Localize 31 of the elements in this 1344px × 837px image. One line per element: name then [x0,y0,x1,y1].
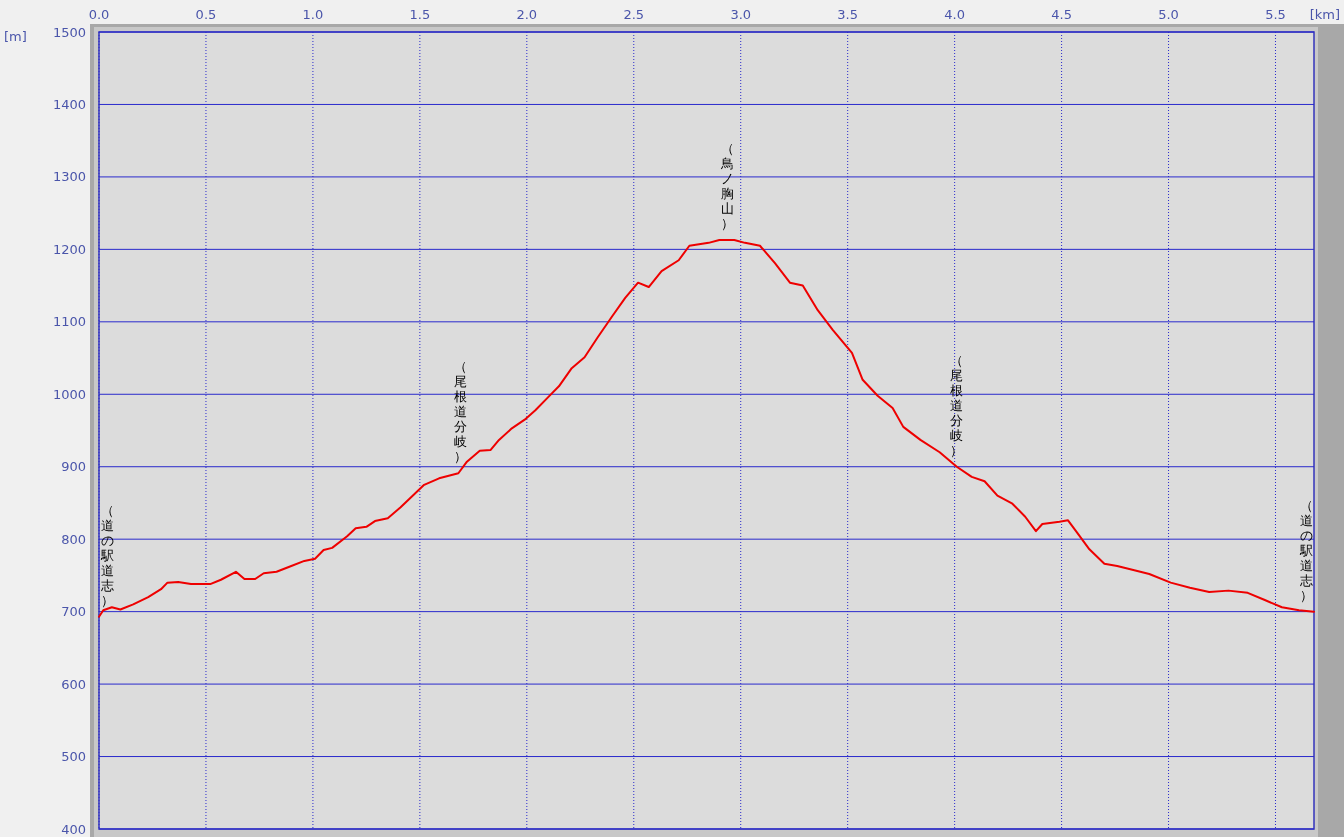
y-tick-label: 800 [61,531,86,547]
y-tick-label: 1300 [52,169,86,185]
x-tick-label: 1.0 [302,7,324,22]
x-tick-label: 5.5 [1265,7,1286,22]
x-tick-label: 3.5 [837,7,859,22]
y-tick-label: 1100 [52,314,86,330]
annotation: （尾根道分岐） [950,352,964,458]
x-axis-title: [km] [1309,7,1340,22]
x-tick-label: 1.5 [409,7,431,22]
y-tick-label: 1200 [52,241,86,257]
y-tick-label: 1000 [52,386,86,402]
y-tick-label: 700 [61,604,86,620]
line-series [98,238,1315,618]
annotation: （道の駅道志） [1298,497,1313,603]
x-tick-label: 4.0 [944,7,965,22]
x-tick-label: 0.0 [88,7,110,22]
x-tick-label: 2.5 [623,7,645,22]
y-tick-label: 1400 [52,97,86,112]
x-tick-label: 3.0 [730,7,752,22]
y-axis-title: [m] [4,29,27,44]
y-tick-label: 900 [61,459,86,475]
y-tick-label: 500 [61,749,86,765]
y-tick-label: 1500 [52,24,86,40]
y-tick-label: 600 [61,676,86,692]
annotation: （鳥ノ胸山） [720,140,735,231]
annotation: （道の駅道志） [99,502,114,608]
y-tick-label: 400 [61,821,86,837]
x-tick-label: 0.5 [195,7,217,22]
x-tick-label: 5.0 [1158,7,1179,22]
x-tick-label: 2.0 [516,7,538,22]
x-tick-label: 4.5 [1051,7,1072,22]
